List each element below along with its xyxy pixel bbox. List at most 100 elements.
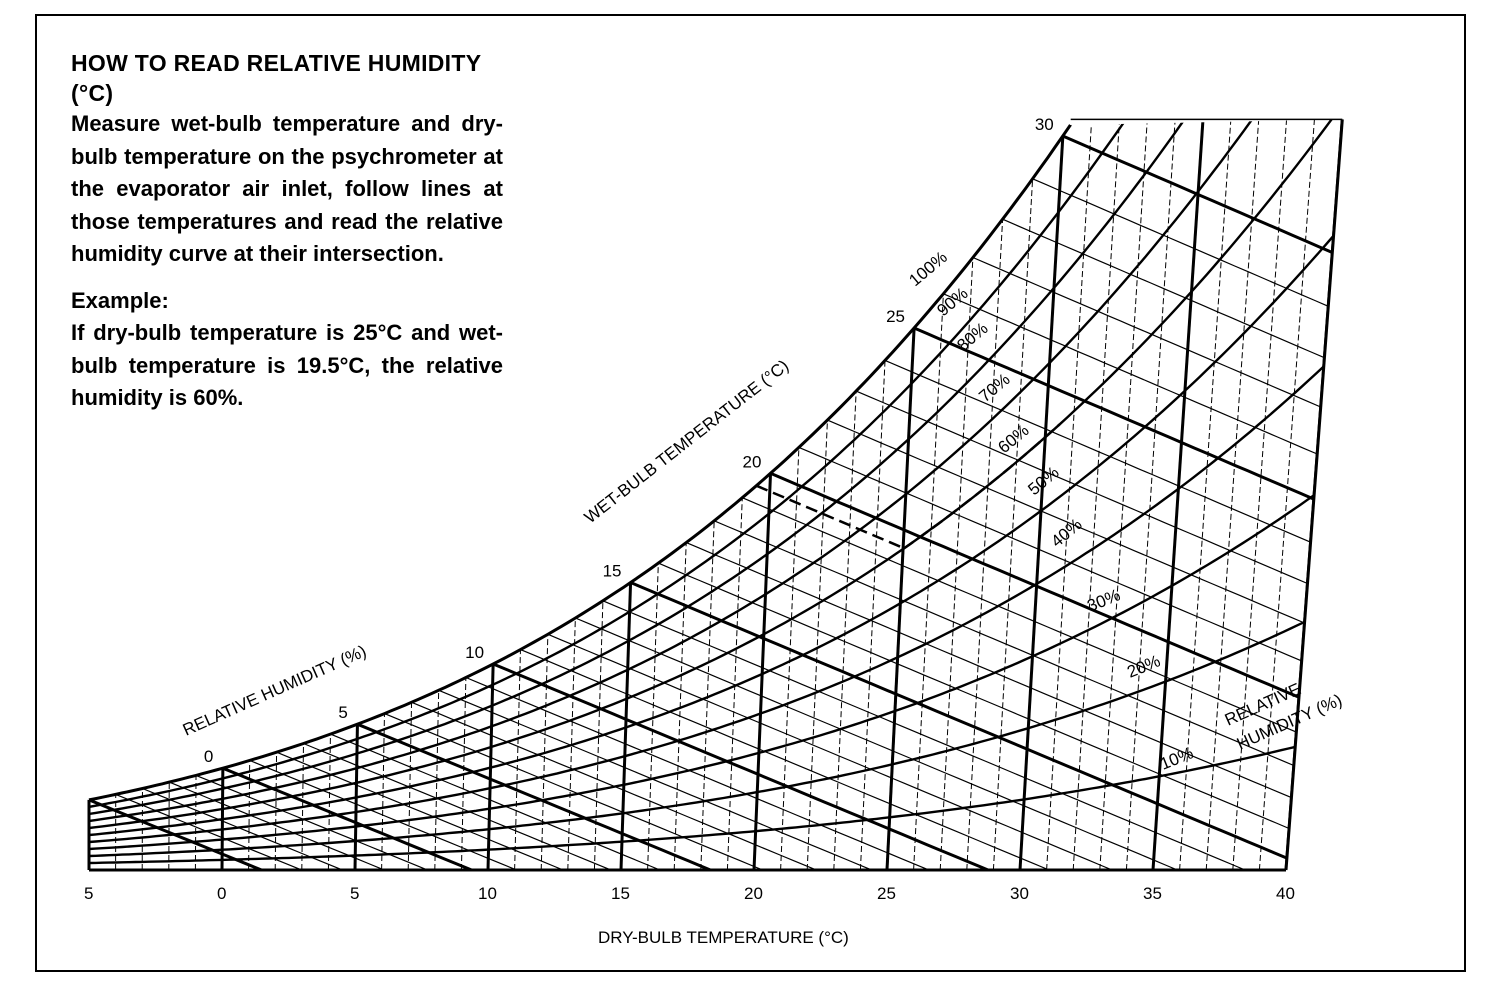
right-boundary [1284,119,1344,871]
dry-bulb-line [1125,119,1178,870]
rh-curve-30 [89,494,1315,851]
x-tick-label: 10 [478,884,497,903]
dry-bulb-line [141,119,146,870]
rh-curve-50 [89,234,1335,837]
x-tick-label: 20 [744,884,763,903]
dry-bulb-line [1179,119,1234,870]
dry-bulb-line [168,119,174,870]
dry-bulb-line [673,119,704,870]
wet-bulb-line [356,722,741,870]
dry-bulb-line [939,119,983,870]
x-tick-label: 25 [877,884,896,903]
example-text: If dry-bulb temperature is 25°C and wet-… [71,320,503,410]
wet-bulb-line [769,471,1300,699]
rh-curve-80 [89,119,1343,816]
rh-curve-10 [89,745,1296,865]
wet-bulb-tick-label: 25 [886,307,905,326]
wet-bulb-line [913,326,1315,501]
dry-bulb-line [514,119,536,870]
rh-curve-40 [89,365,1325,844]
dry-bulb-line [647,119,676,870]
wet-bulb-line [168,781,409,870]
rh-axis-title-left: RELATIVE HUMIDITY (%) [180,641,369,739]
dry-bulb-line [381,119,397,870]
chart-frame [35,14,1466,972]
x-tick-label: 40 [1276,884,1295,903]
wet-bulb-line [742,497,1297,733]
instructions-text: Measure wet-bulb temperature and dry-bul… [71,111,503,266]
example-rh-line [902,423,1061,551]
rh-label-50: 50% [1024,463,1062,499]
example-construction-lines [755,423,1061,871]
wet-bulb-line [972,256,1321,408]
example-wet-bulb-line [755,484,904,550]
dry-bulb-line [220,119,230,870]
wet-bulb-line [602,600,1273,870]
wet-bulb-line [384,713,794,870]
wet-bulb-line [658,562,1290,830]
x-axis-title: DRY-BULB TEMPERATURE (°C) [598,928,849,947]
dry-bulb-line [966,119,1011,870]
wet-bulb-line [713,520,1295,767]
dry-bulb-line [115,119,118,870]
dry-bulb-line [1072,119,1122,870]
wet-bulb-line [492,662,1020,870]
example-title: Example: [71,287,169,313]
wet-bulb-line [142,787,369,870]
wet-bulb-tick-label: 10 [465,643,484,662]
instructions-title: HOW TO READ RELATIVE HUMIDITY (°C) [71,50,481,106]
wet-bulb-line [630,581,1288,860]
wet-bulb-line [884,359,1311,543]
wet-bulb-tick-label: 0 [204,747,213,766]
wet-bulb-axis-title: WET-BULB TEMPERATURE (°C) [581,356,793,527]
saturation-curve [88,124,1072,802]
dry-bulb-line [567,119,592,870]
rh-curve-90 [89,119,1343,809]
rh-curve-20 [89,620,1306,858]
wet-bulb-tick-label: 20 [743,452,762,471]
dry-bulb-line [1232,119,1289,870]
wet-bulb-line [195,774,449,870]
dry-bulb-line [327,119,341,870]
dry-bulb-line [434,119,453,870]
wet-bulb-line [520,649,1073,870]
dry-bulb-line [1258,119,1317,870]
rh-label-90: 90% [933,284,971,320]
wet-bulb-line [249,759,542,870]
dry-bulb-line [593,119,620,870]
wet-bulb-line [411,701,847,870]
dry-bulb-line [1151,119,1207,870]
rh-label-20: 20% [1124,651,1163,681]
dry-bulb-line [806,119,843,870]
wet-bulb-tick-label: 5 [338,703,347,722]
rh-label-100: 100% [905,248,951,291]
x-tick-label: 5 [350,884,359,903]
wet-bulb-line [547,633,1140,870]
wet-bulb-line [465,676,954,870]
x-tick-label: 35 [1143,884,1162,903]
wet-bulb-line [575,617,1206,870]
wet-bulb-line [1062,134,1333,254]
wet-bulb-line [827,419,1305,624]
instructions-panel: HOW TO READ RELATIVE HUMIDITY (°C) Measu… [71,48,503,415]
wet-bulb-line [798,446,1302,662]
x-tick-label: 30 [1010,884,1029,903]
wet-bulb-tick-label: 15 [603,562,622,581]
rh-curve-70 [89,119,1343,823]
dry-bulb-line [1018,119,1067,870]
rh-label-80: 80% [953,319,991,355]
wet-bulb-line [685,542,1292,799]
rh-curve-60 [89,119,1343,830]
wet-bulb-line [89,798,289,870]
x-tick-label: 5 [84,884,93,903]
x-tick-label: 15 [611,884,630,903]
wet-bulb-line [115,793,329,870]
wet-bulb-line [855,390,1308,585]
dry-bulb-line [486,119,509,870]
wet-bulb-line [1002,218,1325,359]
dry-bulb-line [194,119,202,870]
dry-bulb-line [1099,119,1150,870]
wet-bulb-line [438,689,900,870]
rh-label-70: 70% [975,370,1013,406]
